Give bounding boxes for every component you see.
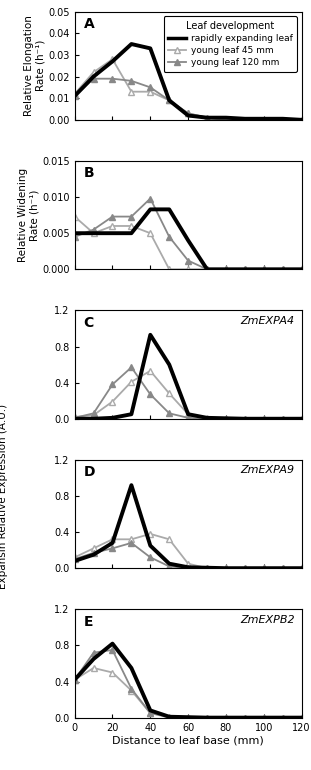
Text: ZmEXPB2: ZmEXPB2 [240, 614, 295, 624]
Y-axis label: Relative Widening
Rate (h⁻¹): Relative Widening Rate (h⁻¹) [18, 168, 39, 263]
Text: C: C [84, 316, 94, 330]
X-axis label: Distance to leaf base (mm): Distance to leaf base (mm) [112, 735, 264, 745]
Text: ZmEXPA9: ZmEXPA9 [241, 465, 295, 475]
Text: E: E [84, 614, 93, 629]
Text: A: A [84, 17, 95, 31]
Y-axis label: Relative Elongation
Rate (h⁻¹): Relative Elongation Rate (h⁻¹) [24, 15, 45, 116]
Text: Expansin Relative Expression (A.U.): Expansin Relative Expression (A.U.) [0, 404, 8, 589]
Text: B: B [84, 166, 94, 180]
Text: ZmEXPA4: ZmEXPA4 [241, 316, 295, 326]
Legend: rapidly expanding leaf, young leaf 45 mm, young leaf 120 mm: rapidly expanding leaf, young leaf 45 mm… [164, 16, 297, 72]
Text: D: D [84, 465, 95, 479]
